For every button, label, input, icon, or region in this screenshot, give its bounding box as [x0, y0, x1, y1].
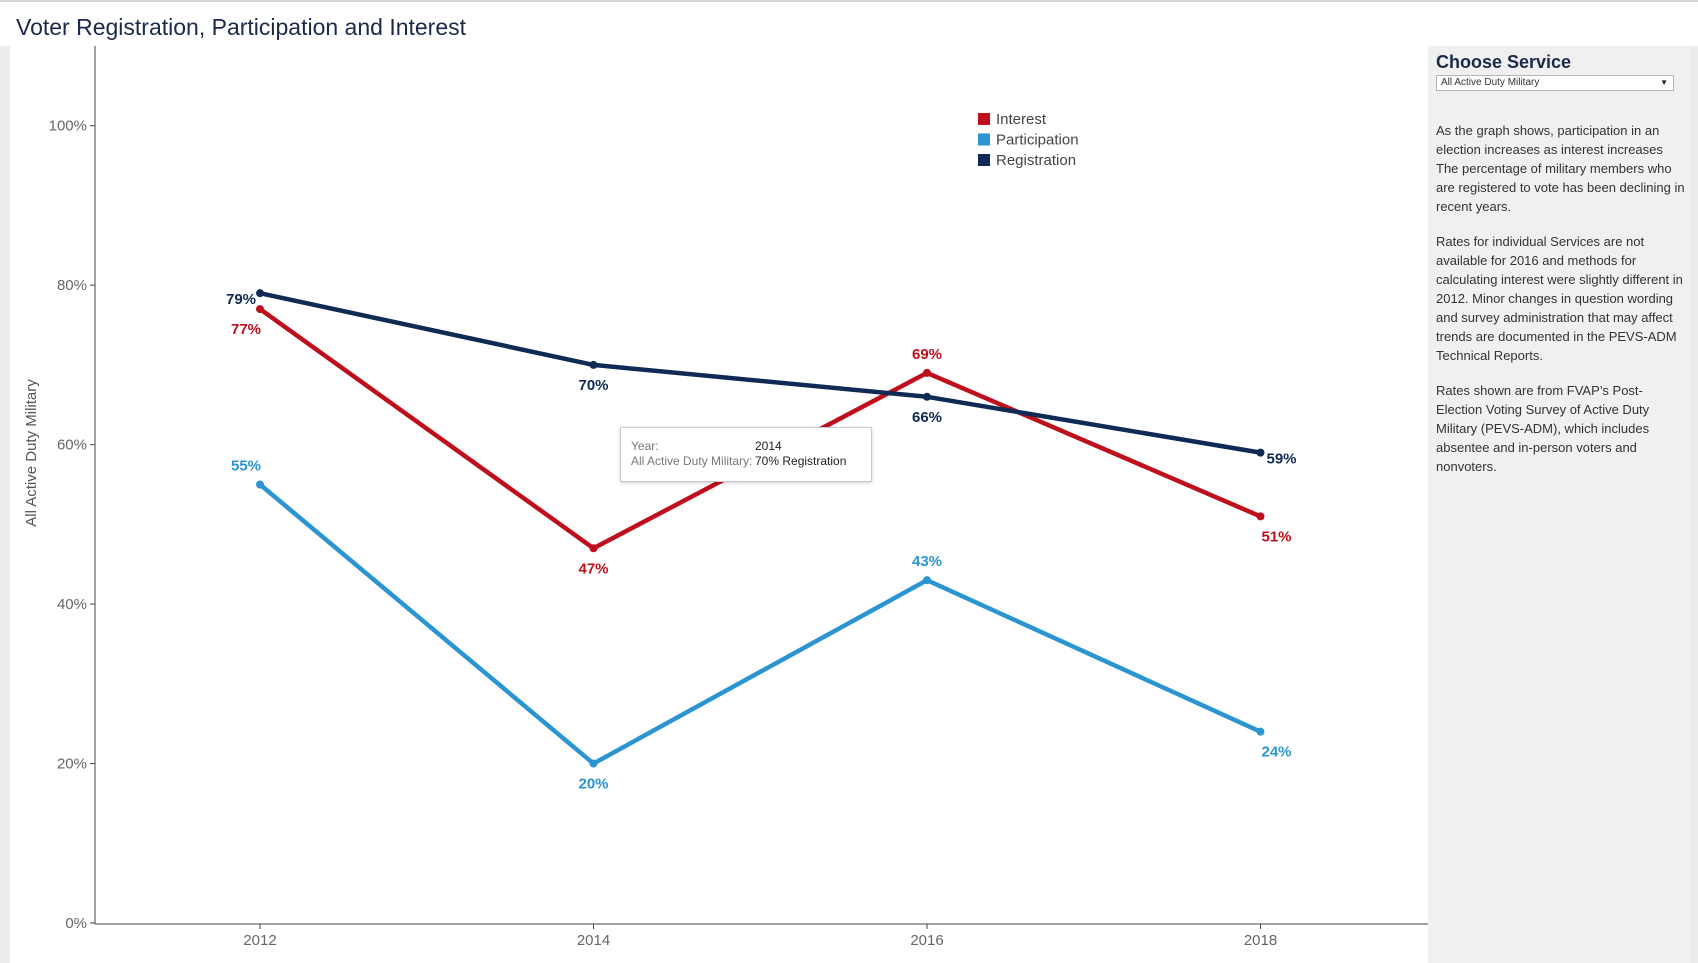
data-point-participation[interactable] — [1256, 727, 1265, 736]
description-paragraph: Rates for individual Services are not av… — [1436, 234, 1683, 363]
choose-service-heading: Choose Service — [1436, 52, 1572, 72]
dropdown-arrow-icon: ▼ — [1660, 78, 1668, 87]
data-point-interest[interactable] — [589, 544, 598, 553]
legend-label-participation: Participation — [996, 132, 1079, 149]
y-tick-label: 100% — [49, 118, 87, 135]
data-label-participation: 55% — [231, 458, 261, 475]
x-tick-label: 2014 — [577, 932, 610, 949]
dashboard-title: Voter Registration, Participation and In… — [16, 14, 467, 40]
top-divider — [0, 0, 1698, 2]
y-tick-label: 0% — [65, 915, 87, 932]
data-label-registration: 59% — [1266, 451, 1296, 468]
data-point-interest[interactable] — [256, 305, 264, 314]
data-point-interest[interactable] — [1256, 512, 1265, 521]
series-line-participation[interactable] — [257, 482, 1263, 766]
data-label-participation: 24% — [1261, 744, 1291, 761]
legend-swatch-registration — [978, 154, 990, 166]
axes: 0% 20% 40% 60% 80% 100% 2012 2014 2016 2018 All Ac… — [23, 46, 1428, 949]
x-tick-label: 2016 — [910, 932, 943, 949]
data-label-interest: 51% — [1261, 528, 1291, 545]
tooltip-year-label: Year: — [631, 439, 659, 453]
data-point-participation[interactable] — [923, 576, 931, 585]
description-paragraph: Rates shown are from FVAP’s Post-Electio… — [1436, 383, 1650, 474]
x-tick-label: 2018 — [1244, 932, 1277, 949]
y-tick-label: 80% — [57, 277, 87, 294]
data-point-participation[interactable] — [589, 759, 598, 768]
sidebar-description: As the graph shows, participation in an … — [1436, 121, 1686, 492]
legend-swatch-interest — [978, 113, 990, 125]
data-label-registration: 70% — [578, 377, 608, 394]
hover-tooltip: Year: 2014 All Active Duty Military: 70%… — [620, 427, 872, 482]
data-label-registration: 79% — [226, 291, 256, 308]
legend-label-registration: Registration — [996, 152, 1076, 169]
y-axis-title: All Active Duty Military — [23, 379, 40, 527]
data-label-participation: 43% — [912, 553, 942, 570]
data-point-registration[interactable] — [923, 392, 931, 401]
legend-label-interest: Interest — [996, 111, 1047, 128]
data-point-interest[interactable] — [923, 368, 931, 377]
series-points — [256, 289, 1265, 768]
y-tick-label: 20% — [57, 756, 87, 773]
data-point-registration[interactable] — [1256, 448, 1265, 457]
sidebar: Choose Service All Active Duty Military … — [1428, 46, 1690, 963]
data-label-interest: 47% — [578, 560, 608, 577]
legend-swatch-participation — [978, 133, 990, 146]
series-line-registration[interactable] — [257, 290, 1263, 455]
tooltip-year-value: 2014 — [755, 439, 782, 453]
line-chart: 0% 20% 40% 60% 80% 100% 2012 2014 2016 2018 All Ac… — [23, 46, 1428, 949]
data-point-registration[interactable] — [256, 289, 264, 298]
tooltip-series-label: All Active Duty Military: — [631, 454, 753, 468]
chart-area: 0% 20% 40% 60% 80% 100% 2012 2014 2016 2018 All Ac… — [10, 46, 1428, 963]
data-point-registration[interactable] — [589, 360, 598, 369]
data-point-participation[interactable] — [256, 480, 264, 489]
service-dropdown[interactable]: All Active Duty Military ▼ — [1436, 75, 1674, 91]
legend: Interest Participation Registration — [978, 111, 1079, 169]
x-tick-label: 2012 — [243, 932, 276, 949]
data-label-interest: 69% — [912, 346, 942, 363]
y-tick-label: 40% — [57, 596, 87, 613]
left-margin — [0, 46, 10, 963]
y-tick-label: 60% — [57, 437, 87, 454]
service-dropdown-value: All Active Duty Military — [1441, 77, 1540, 88]
data-label-interest: 77% — [231, 321, 261, 338]
data-label-registration: 66% — [912, 409, 942, 426]
right-margin — [1690, 46, 1698, 963]
series-lines — [257, 290, 1263, 766]
description-paragraph: As the graph shows, participation in an … — [1436, 123, 1685, 214]
data-label-participation: 20% — [578, 776, 608, 793]
data-labels: 77% 47% 69% 51% 55% 20% 43% 24% 79% 70% 66% 59% — [226, 291, 1297, 792]
tooltip-series-value: 70% Registration — [755, 454, 847, 468]
